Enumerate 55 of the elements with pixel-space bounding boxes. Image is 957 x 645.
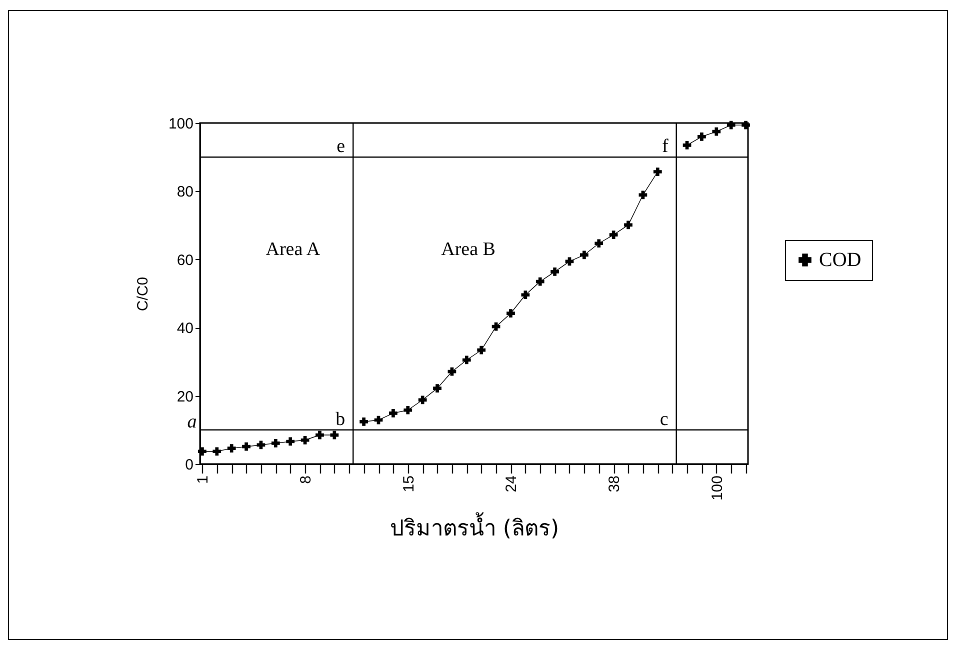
- point: [316, 430, 324, 440]
- y-tick-label: 60: [176, 252, 194, 269]
- point: [492, 322, 500, 331]
- point: [462, 356, 471, 364]
- point: [433, 384, 442, 392]
- point: [404, 406, 412, 414]
- point: [477, 346, 486, 354]
- x-tick-label: 100: [708, 476, 726, 501]
- annotation: Area B: [441, 239, 496, 260]
- y-tick-label: 0: [185, 456, 194, 474]
- annotation: Area A: [266, 239, 320, 260]
- text: a: [187, 411, 197, 432]
- y-tick-label: 80: [176, 184, 194, 201]
- point: [271, 439, 280, 448]
- x-tick-label: 38: [606, 476, 624, 492]
- point: [712, 127, 721, 136]
- point: [212, 447, 222, 456]
- y-axis-title: C/C0: [134, 276, 152, 312]
- point: [227, 444, 236, 452]
- point: [580, 250, 588, 260]
- point: [742, 120, 750, 130]
- point: [242, 442, 250, 451]
- point: [653, 168, 662, 176]
- y-tick-label: 20: [176, 388, 194, 406]
- annotation: e: [336, 136, 346, 158]
- point: [286, 437, 295, 446]
- point: [506, 309, 515, 318]
- legend-label: COD: [819, 249, 862, 271]
- point: [594, 239, 604, 248]
- point: [198, 447, 206, 456]
- x-tick-label: 1: [194, 476, 212, 484]
- x-tick-label: 24: [503, 476, 520, 492]
- point: [521, 290, 530, 300]
- x-tick-label: 8: [298, 476, 315, 484]
- point: [682, 140, 692, 150]
- point: [726, 120, 736, 130]
- point: [536, 277, 544, 286]
- annotation: c: [660, 408, 668, 430]
- x-tick-label: 15: [400, 476, 418, 492]
- y-tick-label: 100: [168, 116, 194, 132]
- annotation: b: [336, 408, 346, 430]
- point: [330, 430, 339, 440]
- point: [609, 230, 618, 240]
- point: [256, 440, 266, 450]
- point: [698, 132, 706, 141]
- annotation: f: [662, 136, 670, 158]
- point: [550, 267, 559, 276]
- point: [360, 418, 368, 426]
- point: [624, 220, 632, 230]
- point: [448, 367, 456, 376]
- point: [418, 396, 427, 404]
- point: [389, 409, 398, 418]
- point: [300, 436, 310, 444]
- x-axis-title: ปริมาตรน้ำ (ลิตร): [390, 512, 560, 542]
- y-tick-label: 40: [176, 320, 194, 338]
